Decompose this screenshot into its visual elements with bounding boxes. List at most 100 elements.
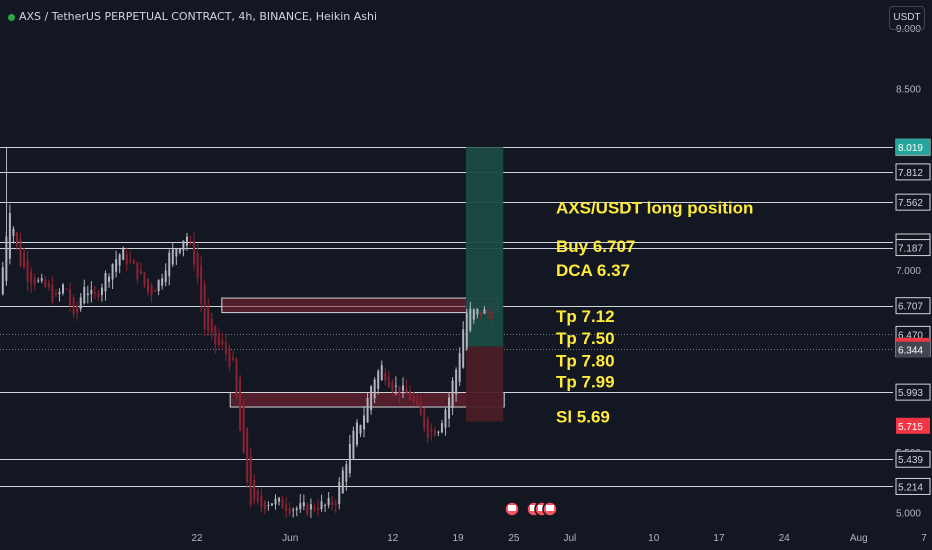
candle-body <box>387 376 390 388</box>
candle-body <box>324 504 327 506</box>
candle-body <box>100 287 103 296</box>
candle-body <box>309 504 312 510</box>
candle-body <box>90 290 93 295</box>
candle-body <box>451 380 454 409</box>
candle-body <box>285 504 288 512</box>
annotation-text: DCA 6.37 <box>556 261 630 280</box>
price-axis[interactable]: 9.0008.5007.0005.5005.0008.0167.8127.562… <box>895 0 932 550</box>
candle-body <box>83 286 86 304</box>
candle-body <box>394 385 397 387</box>
symbol-title: AXS / TetherUS PERPETUAL CONTRACT, 4h, B… <box>8 10 377 23</box>
time-axis[interactable]: 22 Jun 12 19 25 Jul 10 17 24 Aug 7 <box>0 518 927 550</box>
price-tick-label: 5.000 <box>896 508 921 519</box>
candle-body <box>217 334 220 345</box>
price-badge-label: 6.344 <box>898 346 923 357</box>
candle-body <box>490 312 493 320</box>
candle-body <box>263 501 266 510</box>
symbol-title-text: AXS / TetherUS PERPETUAL CONTRACT, 4h, B… <box>19 10 378 23</box>
price-badge <box>896 341 930 358</box>
candle-body <box>479 311 482 316</box>
candle-body <box>54 293 57 295</box>
time-axis-bg <box>0 518 893 550</box>
candle-body <box>401 385 404 391</box>
level-price-badge <box>895 450 931 468</box>
candle-body <box>316 508 319 511</box>
candle-body <box>19 239 22 266</box>
candle-body <box>40 278 43 281</box>
event-flag-icon <box>546 505 554 511</box>
loss-zone[interactable] <box>466 346 504 422</box>
candle-body <box>33 277 36 286</box>
currency-button[interactable]: USDT <box>889 6 925 30</box>
level-price-label: 7.187 <box>898 244 923 255</box>
status-dot <box>8 13 15 21</box>
time-tick-label: 7 <box>921 533 927 544</box>
candle-body <box>26 260 29 283</box>
price-badge <box>896 138 930 155</box>
level-price-badge <box>895 383 931 401</box>
candle-body <box>132 260 135 264</box>
level-price-label: 6.470 <box>898 330 923 341</box>
long-position-tool[interactable] <box>466 147 504 422</box>
candle-body <box>444 409 447 428</box>
candle-body <box>345 464 348 482</box>
candle-body <box>122 248 125 260</box>
candle-body <box>189 241 192 243</box>
candle-body <box>476 308 479 315</box>
candle-body <box>292 509 295 511</box>
candle-body <box>278 497 281 502</box>
candle-body <box>44 279 47 287</box>
candle-body <box>341 470 344 494</box>
candle-body <box>62 284 65 294</box>
candle-body <box>214 325 217 345</box>
candle-body <box>253 479 256 501</box>
event-flag-icon <box>508 505 516 511</box>
candle-body <box>164 270 167 282</box>
candle-body <box>384 372 387 381</box>
candle-body <box>405 388 408 395</box>
candle-body <box>175 249 178 257</box>
candle-body <box>352 430 355 459</box>
candle-body <box>423 408 426 429</box>
candle-body <box>366 397 369 423</box>
candle-body <box>182 240 185 251</box>
time-tick-label: Aug <box>850 533 868 544</box>
candle-body <box>267 505 270 507</box>
candle-body <box>23 252 26 268</box>
candle-body <box>129 259 132 262</box>
candle-body <box>72 297 75 314</box>
candle-body <box>430 428 433 432</box>
level-price-badge <box>895 163 931 181</box>
candle-body <box>327 498 330 506</box>
annotation-text: Tp 7.12 <box>556 307 615 326</box>
candle-body <box>108 276 111 283</box>
candle-body <box>79 297 82 310</box>
candle-body <box>380 365 383 381</box>
candle-body <box>86 293 89 296</box>
candle-body <box>157 280 160 292</box>
annotation-text: Sl 5.69 <box>556 408 610 427</box>
candle-body <box>232 357 234 360</box>
level-price-badge <box>895 477 931 495</box>
level-price-label: 5.993 <box>898 388 923 399</box>
candle-body <box>462 329 465 368</box>
candle-body <box>281 499 284 509</box>
candle-body <box>150 285 153 296</box>
candle-body <box>97 292 100 298</box>
candle-body <box>235 358 238 397</box>
candle-body <box>433 429 436 436</box>
candle-body <box>359 425 362 434</box>
time-tick-label: 12 <box>387 533 399 544</box>
candle-body <box>210 318 213 333</box>
candle-body <box>12 228 15 236</box>
candle-body <box>274 498 277 505</box>
event-markers[interactable] <box>504 501 558 517</box>
profit-zone[interactable] <box>466 147 504 347</box>
candle-body <box>171 248 174 265</box>
annotation-text: Tp 7.80 <box>556 351 615 370</box>
candle-body <box>200 265 203 304</box>
candle-body <box>465 312 468 349</box>
time-tick-label: 17 <box>713 533 725 544</box>
candle-body <box>1 267 4 295</box>
